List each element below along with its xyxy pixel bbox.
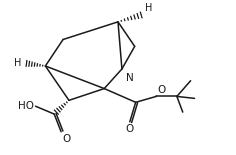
Text: O: O: [126, 124, 134, 134]
Text: N: N: [126, 73, 134, 83]
Text: O: O: [62, 134, 70, 144]
Text: H: H: [145, 3, 153, 13]
Text: HO: HO: [18, 101, 34, 111]
Text: H: H: [14, 58, 22, 68]
Text: O: O: [157, 85, 165, 95]
